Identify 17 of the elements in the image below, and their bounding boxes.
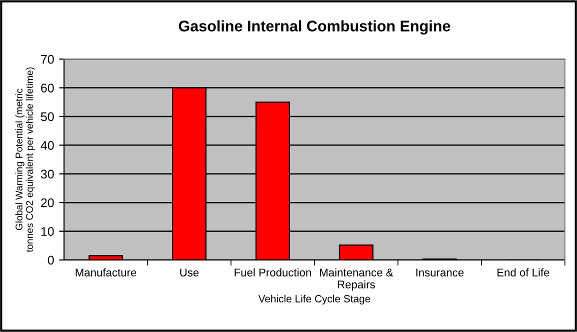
chart-title: Gasoline Internal Combustion Engine bbox=[178, 20, 450, 35]
x-tick-label: Fuel Production bbox=[234, 268, 311, 276]
y-tick-label: 60 bbox=[41, 84, 54, 92]
x-axis-title: Vehicle Life Cycle Stage bbox=[258, 294, 370, 304]
x-tick-label: End of Life bbox=[497, 268, 550, 276]
y-axis-title: Global Warming Potential (metric tonnes CO2 equivalent per vehicle lifetime) bbox=[15, 67, 35, 252]
y-tick-label: 10 bbox=[41, 227, 54, 236]
y-tick-label: 30 bbox=[40, 170, 54, 179]
y-tick-label: 20 bbox=[41, 198, 54, 208]
y-tick-label: 70 bbox=[41, 54, 54, 64]
x-tick-label: Maintenance & Repairs bbox=[320, 268, 394, 291]
x-tick-label: Use bbox=[180, 268, 199, 276]
y-tick-label: 50 bbox=[40, 112, 54, 122]
y-tick-label: 40 bbox=[40, 140, 54, 150]
y-tick-label: 0 bbox=[48, 256, 54, 265]
x-tick-label: Manufacture bbox=[76, 268, 136, 276]
x-tick-label: Insurance bbox=[416, 268, 464, 276]
